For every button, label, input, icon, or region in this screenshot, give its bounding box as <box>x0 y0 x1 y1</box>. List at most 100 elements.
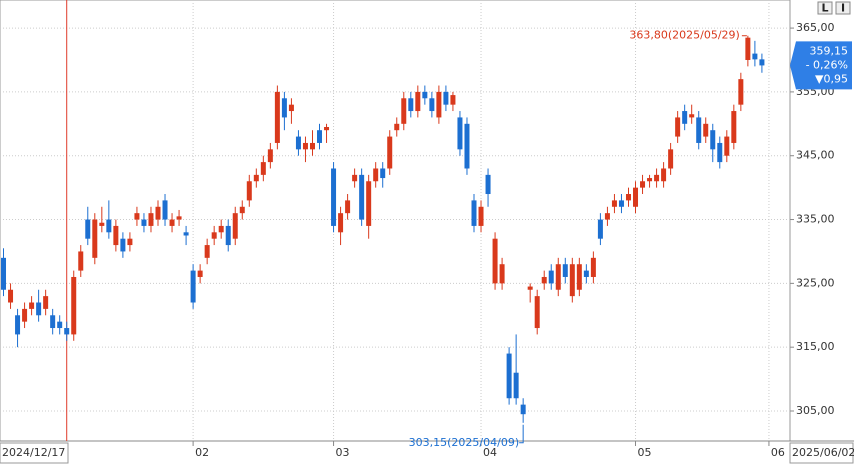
candle-body <box>752 53 758 60</box>
candle-body <box>597 219 603 239</box>
candle-body <box>611 200 617 207</box>
candle-body <box>22 308 28 322</box>
candle-body <box>520 404 526 415</box>
y-tick-label: 305,00 <box>796 404 835 417</box>
candle-body <box>492 238 498 284</box>
candle-body <box>99 222 105 226</box>
candle-body <box>71 276 77 335</box>
low-arrow <box>519 424 524 444</box>
candle-body <box>162 200 168 220</box>
candle-body <box>190 270 196 303</box>
candle-body <box>555 264 561 290</box>
price-box-price: 359,15 <box>810 44 849 57</box>
high-annotation: 363,80(2025/05/29) <box>629 29 739 42</box>
candle-body <box>120 238 126 252</box>
candle-body <box>534 296 540 329</box>
price-box-change: ▼0,95 <box>815 72 848 85</box>
candle-body <box>324 127 330 131</box>
plot-area <box>0 0 791 442</box>
candle-body <box>78 251 84 271</box>
candle-body <box>309 142 315 150</box>
candle-body <box>295 136 301 150</box>
candle-body <box>401 98 407 124</box>
candle-body <box>331 168 337 226</box>
candle-body <box>513 372 519 399</box>
candle-body <box>471 200 477 226</box>
price-box <box>790 41 852 90</box>
toolbar-button[interactable] <box>817 1 833 15</box>
candle-body <box>169 219 175 226</box>
candle-body <box>197 270 203 277</box>
candle-body <box>625 194 631 201</box>
candle-body <box>583 270 589 277</box>
candle-body <box>464 123 470 169</box>
x-tick-label: 02 <box>195 446 209 459</box>
candle-body <box>527 286 533 290</box>
candle-body <box>50 315 56 329</box>
cursor-date: 2024/12/17 <box>2 446 65 459</box>
candle-body <box>590 257 596 277</box>
cursor-date-box <box>0 442 69 464</box>
candle-body <box>267 149 273 163</box>
candle-body <box>204 245 210 258</box>
candle-body <box>57 321 63 329</box>
candle-body <box>394 123 400 131</box>
candle-body <box>253 174 259 182</box>
low-annotation: 303,15(2025/04/09) <box>409 436 519 449</box>
candle-body <box>661 168 667 182</box>
candle-body <box>317 130 323 143</box>
candle-body <box>415 91 421 112</box>
candle-body <box>668 149 674 169</box>
candle-body <box>183 232 189 236</box>
toolbar-button-label[interactable]: L <box>821 2 828 15</box>
candle-body <box>134 213 140 220</box>
candle-body <box>450 95 456 105</box>
candle-body <box>717 142 723 163</box>
candle-body <box>696 117 702 143</box>
price-box-change-pct: - 0,26% <box>806 58 848 71</box>
candle-body <box>260 162 266 175</box>
candle-body <box>64 328 70 335</box>
candle-body <box>43 296 49 309</box>
candle-body <box>36 302 42 316</box>
candle-body <box>576 264 582 290</box>
candle-body <box>633 187 639 207</box>
candle-body <box>232 213 238 239</box>
candle-body <box>745 37 751 60</box>
candle-body <box>85 219 91 239</box>
candle-body <box>569 264 575 297</box>
x-tick-label: 03 <box>336 446 350 459</box>
toolbar-button-label[interactable]: I <box>841 2 845 15</box>
y-tick-label: 315,00 <box>796 340 835 353</box>
candle-body <box>148 213 154 226</box>
candle-body <box>274 91 280 143</box>
candle-body <box>647 178 653 182</box>
candle-body <box>731 111 737 143</box>
candle-body <box>288 104 294 112</box>
y-tick-label: 325,00 <box>796 276 835 289</box>
candle-body <box>225 225 231 246</box>
candle-body <box>92 219 98 258</box>
candle-body <box>380 168 386 179</box>
candle-body <box>338 213 344 233</box>
x-tick-label: 04 <box>483 446 497 459</box>
candle-body <box>485 174 491 195</box>
candle-body <box>106 219 112 233</box>
candle-body <box>141 219 147 226</box>
candle-body <box>387 136 393 169</box>
candle-body <box>8 289 14 303</box>
x-tick-label: 05 <box>638 446 652 459</box>
candle-body <box>218 225 224 233</box>
candle-body <box>373 168 379 182</box>
candle-body <box>541 276 547 284</box>
last-date-box <box>789 442 854 464</box>
candle-body <box>345 200 351 214</box>
candle-body <box>239 206 245 214</box>
candle-body <box>703 123 709 137</box>
candle-body <box>443 91 449 105</box>
y-tick-label: 335,00 <box>796 213 835 226</box>
candle-body <box>436 91 442 118</box>
candle-body <box>408 98 414 112</box>
toolbar-button[interactable] <box>835 1 851 15</box>
